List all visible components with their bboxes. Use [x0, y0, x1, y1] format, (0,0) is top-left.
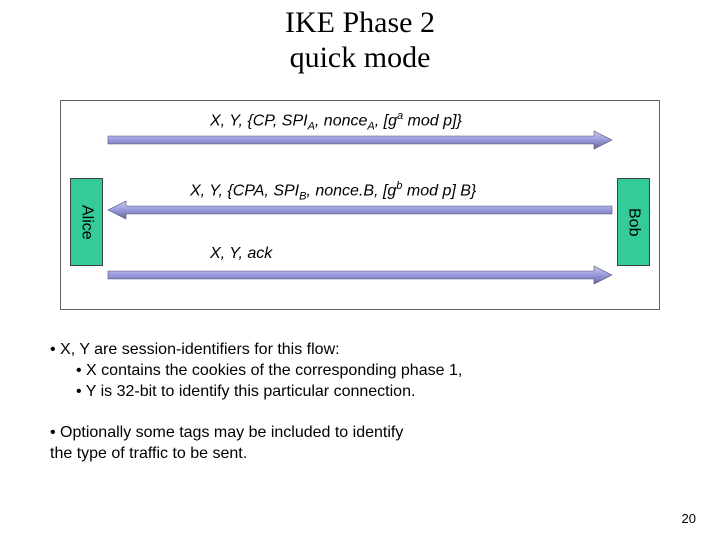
bullet-line: • X contains the cookies of the correspo…	[50, 361, 462, 382]
slide-number: 20	[682, 511, 696, 526]
bullet-line	[50, 402, 462, 423]
bullet-line: the type of traffic to be sent.	[50, 444, 462, 465]
bullet-line: • Optionally some tags may be included t…	[50, 423, 462, 444]
protocol-diagram: Alice Bob X, Y, {CP, SPIA, nonceA, [ga m…	[60, 100, 660, 310]
message-text: X, Y, {CPA, SPIB, nonce.B, [gb mod p] B}	[190, 180, 476, 203]
message-text: X, Y, {CP, SPIA, nonceA, [ga mod p]}	[210, 110, 462, 133]
message-text: X, Y, ack	[210, 245, 272, 263]
arrow	[108, 266, 612, 284]
explanatory-bullets: • X, Y are session-identifiers for this …	[50, 340, 462, 465]
bullet-line: • X, Y are session-identifiers for this …	[50, 340, 462, 361]
arrow	[108, 201, 612, 219]
arrow	[108, 131, 612, 149]
slide-title: IKE Phase 2 quick mode	[0, 0, 720, 75]
title-line-1: IKE Phase 2	[285, 6, 435, 39]
bullet-line: • Y is 32-bit to identify this particula…	[50, 382, 462, 403]
title-line-2: quick mode	[290, 41, 431, 74]
